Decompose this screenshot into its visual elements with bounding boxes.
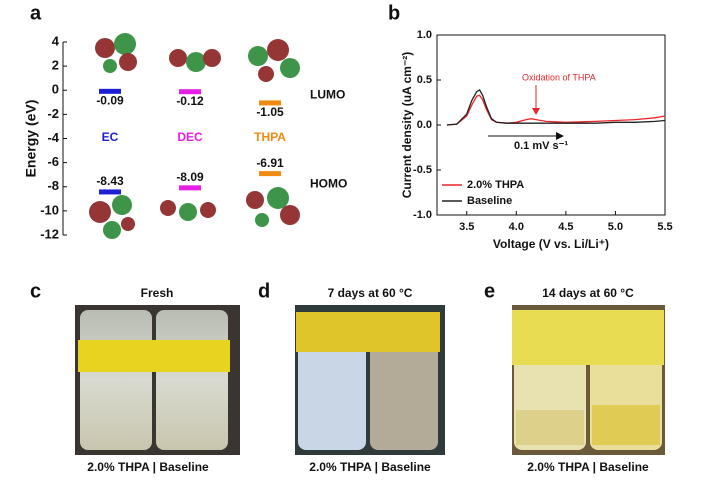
y-tick-label: -2 (47, 106, 59, 121)
value-label: -8.43 (96, 174, 124, 188)
y-tick-label: -6 (47, 154, 59, 169)
level-bar (259, 171, 281, 177)
y-tick-label: 0.0 (417, 119, 432, 131)
level-bar (179, 185, 201, 191)
series-label: HOMO (310, 177, 347, 191)
y-tick-label: 2 (52, 58, 59, 73)
x-tick-label: 4.0 (509, 221, 524, 233)
panel-label: d (258, 280, 270, 302)
orbital-images (89, 33, 300, 239)
value-label: -8.09 (176, 170, 204, 184)
annotation: 0.1 mV s⁻¹ (514, 140, 568, 152)
x-axis-label: Voltage (V vs. Li/Li⁺) (493, 237, 609, 251)
value-label: -0.09 (96, 94, 124, 108)
panel-label: b (388, 2, 400, 24)
line-series (446, 88, 666, 126)
panel-label: a (30, 2, 42, 24)
y-tick-label: -8 (47, 178, 59, 193)
value-label: -6.91 (256, 156, 284, 170)
photo-title: Fresh (141, 286, 174, 300)
category-label: EC (102, 130, 119, 144)
panel-label: c (30, 280, 41, 302)
series-label: LUMO (310, 87, 345, 101)
level-bar (259, 100, 281, 106)
y-tick-label: 0 (52, 82, 59, 97)
value-label: -0.12 (176, 94, 204, 108)
panel-label: e (484, 280, 495, 302)
y-tick-label: 0.5 (417, 74, 432, 86)
photo-caption: 2.0% THPA | Baseline (87, 460, 209, 474)
level-bar (99, 189, 121, 195)
category-label: THPA (254, 130, 286, 144)
y-tick-label: -12 (40, 226, 59, 241)
y-tick-label: 1.0 (417, 29, 432, 41)
x-tick-label: 5.5 (657, 221, 672, 233)
y-axis-label: Energy (eV) (23, 100, 39, 178)
x-tick-label: 4.5 (558, 221, 573, 233)
photo (512, 305, 665, 455)
y-tick-label: -1.0 (413, 209, 432, 221)
annotation: Oxidation of THPA (522, 72, 596, 82)
level-bar (99, 88, 121, 94)
sweep-arrowhead (556, 132, 564, 140)
x-tick-label: 3.5 (459, 221, 474, 233)
legend-label: Baseline (467, 195, 512, 207)
y-axis-label: Current density (uA cm⁻²) (400, 52, 414, 199)
y-tick-label: -0.5 (413, 164, 432, 176)
category-label: DEC (177, 130, 203, 144)
annotation-arrowhead (532, 108, 540, 115)
line-series (446, 94, 666, 126)
y-tick-label: -10 (40, 202, 59, 217)
legend-label: 2.0% THPA (467, 179, 524, 191)
photo-title: 14 days at 60 °C (542, 286, 634, 300)
y-tick-label: 4 (52, 33, 60, 48)
x-tick-label: 5.0 (608, 221, 623, 233)
y-tick-label: -4 (47, 130, 59, 145)
level-bar (179, 89, 201, 95)
value-label: -1.05 (256, 105, 284, 119)
photo (295, 305, 445, 455)
photo-caption: 2.0% THPA | Baseline (309, 460, 431, 474)
photo-title: 7 days at 60 °C (328, 286, 413, 300)
photo-caption: 2.0% THPA | Baseline (527, 460, 649, 474)
photo (75, 305, 240, 455)
